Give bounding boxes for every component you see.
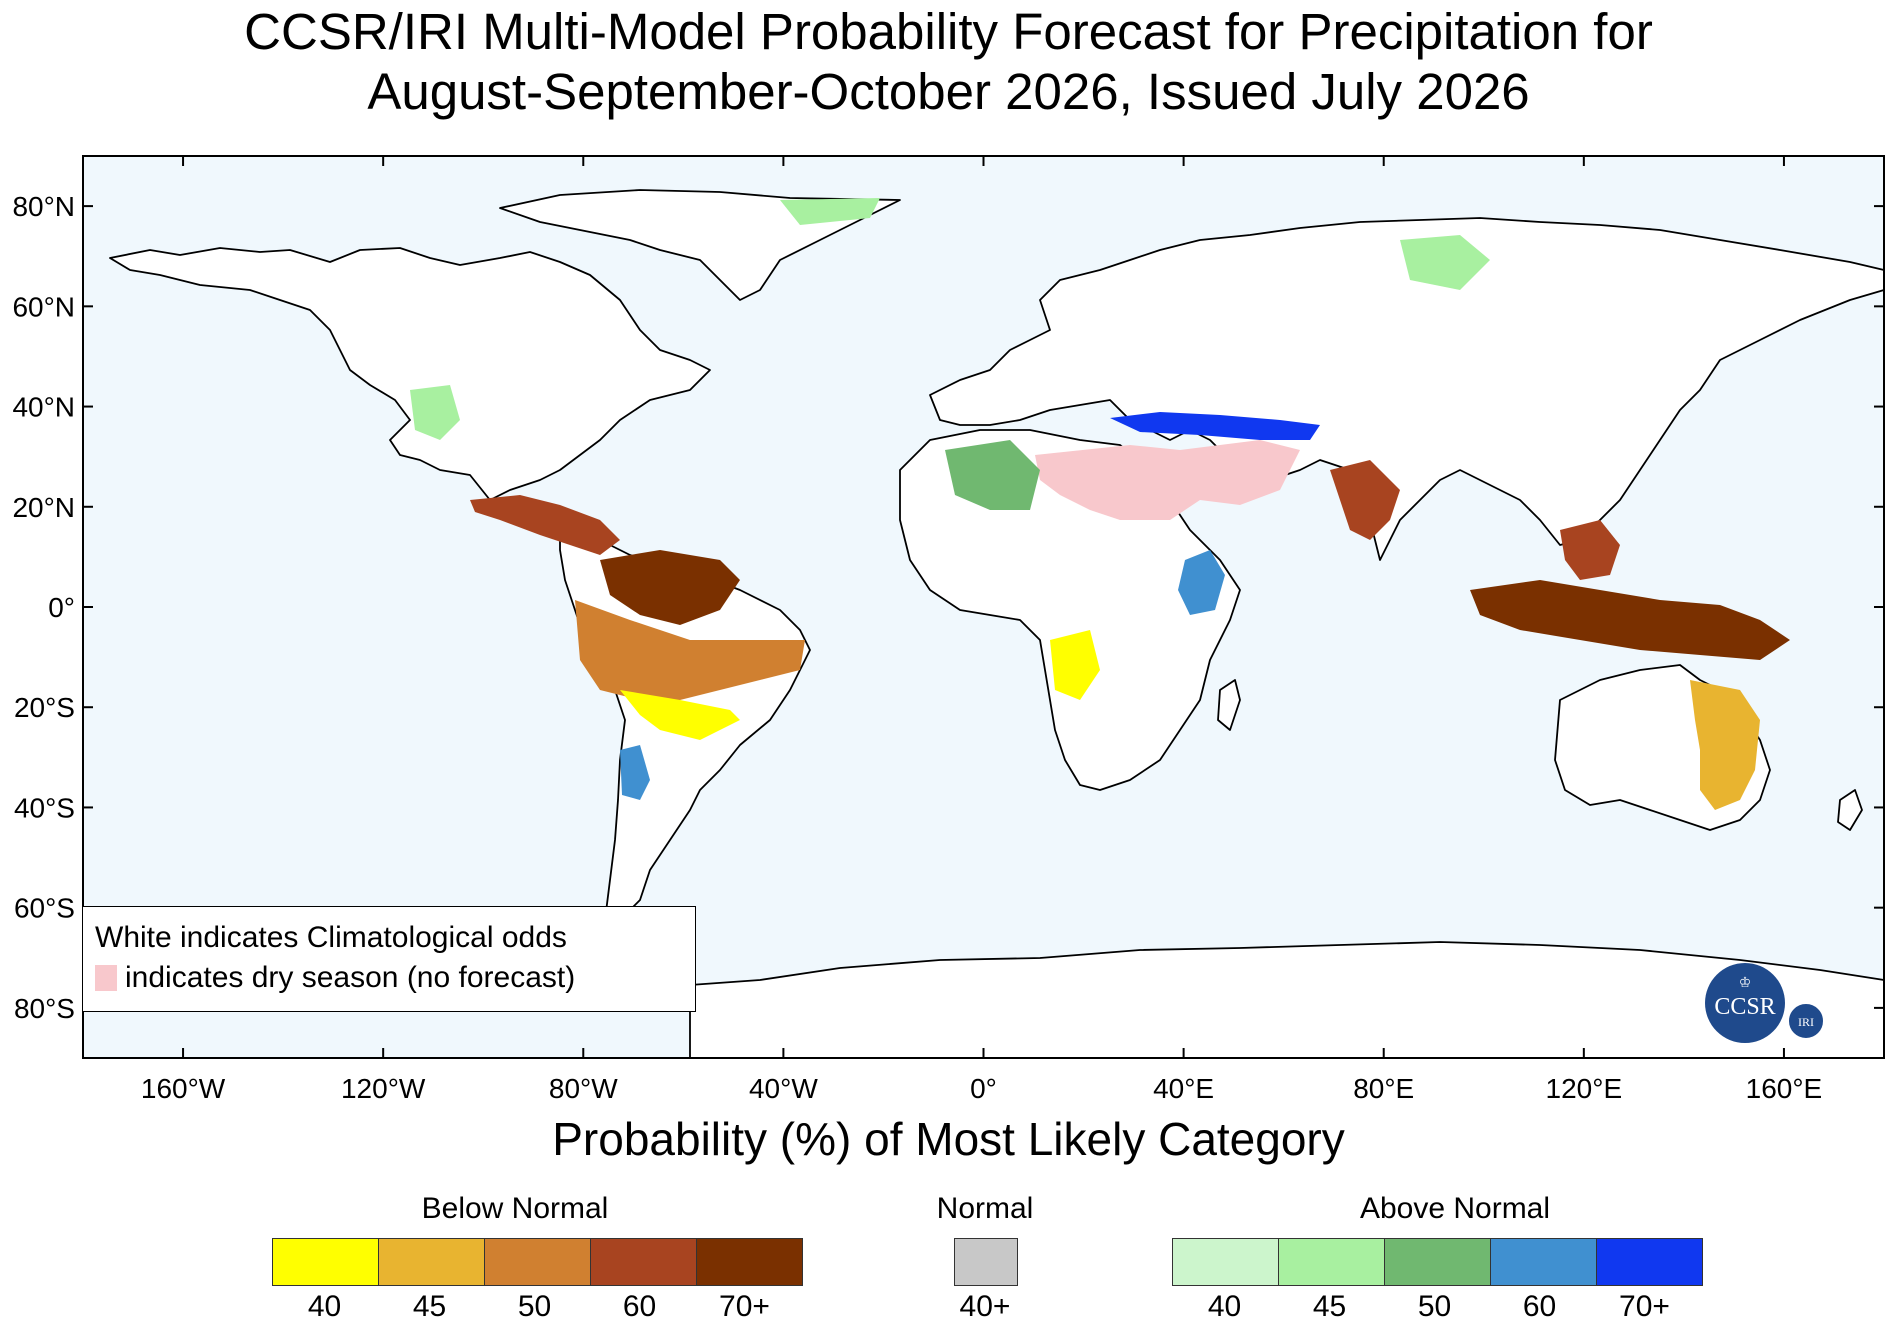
forecast-patches	[410, 198, 1790, 810]
eurasia	[929, 217, 1885, 561]
lon-label: 160°W	[141, 1073, 226, 1104]
legend-dry-season-text: indicates dry season (no forecast)	[125, 961, 576, 994]
new-zealand	[1837, 789, 1863, 831]
patch-above-eastafrica	[1178, 550, 1225, 615]
lat-label: 40°S	[14, 792, 75, 823]
patch-above-us	[410, 385, 460, 440]
patch-above-sahel	[945, 440, 1040, 510]
legend-climatology-text: White indicates Climatological odds	[95, 921, 567, 954]
colorbar-swatch	[697, 1239, 802, 1285]
north-america	[109, 247, 711, 501]
colorbar-swatch	[1385, 1239, 1491, 1285]
colorbar-tick-label: 40	[1207, 1290, 1242, 1323]
patch-below-amazon-mid	[575, 600, 805, 700]
colorbar-tick-label: 50	[517, 1290, 552, 1323]
dry-season-swatch	[95, 965, 117, 991]
colorbar-title: Probability (%) of Most Likely Category	[552, 1113, 1345, 1165]
lat-label: 80°N	[12, 191, 75, 222]
patch-above-siberia	[1400, 235, 1490, 290]
colorbar-swatch	[379, 1239, 485, 1285]
category-title: Below Normal	[421, 1192, 609, 1225]
lon-label: 40°W	[749, 1073, 818, 1104]
madagascar	[1217, 679, 1241, 731]
title-line-2: August-September-October 2026, Issued Ju…	[367, 63, 1530, 120]
patch-below-indonesia-strong	[1470, 580, 1790, 660]
category-title: Above Normal	[1359, 1192, 1551, 1225]
legend-dry-season: indicates dry season (no forecast)	[95, 961, 575, 995]
colorbar-swatch	[591, 1239, 697, 1285]
colorbar-tick-label: 40	[307, 1290, 342, 1323]
patch-below-australia	[1690, 680, 1760, 810]
patch-below-amazon-strong	[600, 550, 740, 625]
colorbar-row	[1172, 1238, 1703, 1286]
colorbar-tick-label: 45	[412, 1290, 447, 1323]
patch-below-indonesia-mid	[1560, 520, 1620, 580]
lat-label: 0°	[48, 592, 75, 623]
patch-above-greenland	[780, 198, 880, 225]
lat-label: 60°N	[12, 291, 75, 322]
colorbar-row	[954, 1238, 1018, 1286]
map-axes: 80°N 60°N 40°N 20°N 0° 20°S 40°S 60°S 80°S 160°W 1…	[12, 156, 1884, 1104]
map-title: CCSR/IRI Multi-Model Probability Forecas…	[0, 2, 1897, 122]
colorbar-tick-label: 60	[1522, 1290, 1557, 1323]
lon-label: 120°W	[341, 1073, 426, 1104]
colorbar-swatch	[1173, 1239, 1279, 1285]
iri-logo-circle	[1787, 1002, 1825, 1040]
lon-label: 40°E	[1153, 1073, 1214, 1104]
category-title: Normal	[936, 1192, 1034, 1225]
iri-logo-text: IRI	[1798, 1015, 1814, 1029]
colorbar-tick-label: 45	[1312, 1290, 1347, 1323]
lon-label: 80°W	[549, 1073, 618, 1104]
colorbar-tick-label: 40+	[959, 1290, 1011, 1323]
lat-label: 40°N	[12, 392, 75, 423]
lat-label: 20°S	[14, 692, 75, 723]
patch-above-argentina	[620, 745, 650, 800]
colorbar-swatch	[1597, 1239, 1702, 1285]
dry-season-area	[1035, 440, 1300, 520]
colorbar-tick-label: 60	[622, 1290, 657, 1323]
lon-label: 160°E	[1746, 1073, 1823, 1104]
patch-above-turkey	[1110, 412, 1320, 440]
title-line-1: CCSR/IRI Multi-Model Probability Forecas…	[244, 3, 1653, 60]
ccsr-logo-circle	[1705, 963, 1785, 1043]
colorbar-tick-label: 70+	[719, 1290, 770, 1323]
colorbar-swatch	[273, 1239, 379, 1285]
lat-label: 60°S	[14, 893, 75, 924]
colorbar-swatch	[485, 1239, 591, 1285]
colorbar-tick-label: 50	[1417, 1290, 1452, 1323]
lat-label: 20°N	[12, 492, 75, 523]
patch-below-africa-west	[1050, 630, 1100, 700]
lon-label: 80°E	[1353, 1073, 1414, 1104]
lon-label: 0°	[970, 1073, 997, 1104]
ccsr-iri-logo: CCSR ♔ IRI	[1705, 963, 1825, 1043]
ccsr-logo-crown: ♔	[1739, 975, 1752, 991]
colorbar-row	[272, 1238, 803, 1286]
colorbar-swatch	[1279, 1239, 1385, 1285]
colorbar-swatch	[955, 1239, 1017, 1285]
colorbar-swatch	[1491, 1239, 1597, 1285]
lat-label: 80°S	[14, 993, 75, 1024]
legend-box: White indicates Climatological odds indi…	[82, 906, 696, 1012]
patch-below-india	[1330, 460, 1400, 540]
patch-below-brazil	[620, 690, 740, 740]
lon-label: 120°E	[1546, 1073, 1623, 1104]
colorbar-tick-label: 70+	[1619, 1290, 1670, 1323]
patch-below-caribbean	[470, 495, 620, 555]
ccsr-logo-text: CCSR	[1714, 994, 1775, 1020]
